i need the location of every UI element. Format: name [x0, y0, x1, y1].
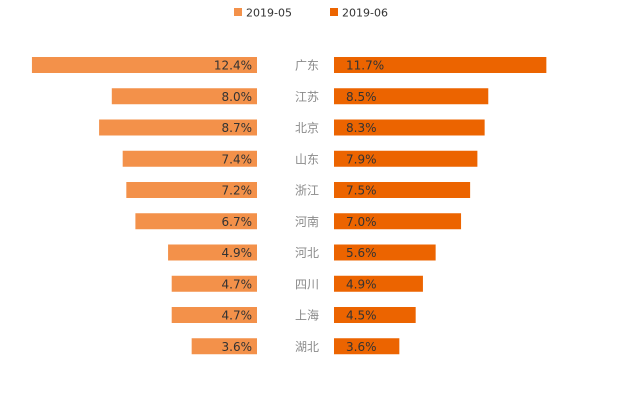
bar-2019-06-河北[interactable]	[334, 244, 436, 261]
value-label-2019-05-北京: 8.7%	[222, 121, 253, 135]
bar-2019-05-江苏[interactable]	[111, 88, 257, 105]
legend-swatch-2019-05[interactable]	[234, 8, 242, 16]
bar-2019-05-湖北[interactable]	[191, 338, 257, 355]
category-label-北京: 北京	[295, 121, 319, 135]
category-label-上海: 上海	[295, 308, 319, 323]
value-label-2019-05-上海: 4.7%	[222, 309, 253, 323]
legend-swatch-2019-06[interactable]	[330, 8, 338, 16]
bar-2019-05-北京[interactable]	[99, 119, 257, 136]
legend-label-2019-05[interactable]: 2019-05	[246, 7, 292, 20]
bar-2019-06-河南[interactable]	[334, 213, 462, 230]
bar-2019-06-湖北[interactable]	[334, 338, 400, 355]
value-label-2019-05-浙江: 7.2%	[222, 184, 253, 198]
bar-2019-05-河南[interactable]	[135, 213, 257, 230]
category-label-山东: 山东	[295, 152, 319, 166]
value-label-2019-06-河南: 7.0%	[346, 215, 377, 229]
bar-2019-06-江苏[interactable]	[334, 88, 489, 105]
value-label-2019-06-上海: 4.5%	[346, 309, 377, 323]
bar-2019-05-河北[interactable]	[168, 244, 257, 261]
bar-2019-06-广东[interactable]	[334, 57, 547, 73]
category-label-浙江: 浙江	[295, 184, 319, 198]
bar-2019-05-四川[interactable]	[171, 275, 257, 292]
bar-2019-05-上海[interactable]	[171, 307, 257, 323]
value-label-2019-05-河北: 4.9%	[222, 246, 253, 260]
bar-2019-05-浙江[interactable]	[126, 182, 257, 198]
value-label-2019-06-浙江: 7.5%	[346, 184, 377, 198]
value-label-2019-06-河北: 5.6%	[346, 246, 377, 260]
bar-2019-05-山东[interactable]	[122, 150, 257, 167]
value-label-2019-05-四川: 4.7%	[222, 277, 253, 291]
value-label-2019-06-广东: 11.7%	[346, 59, 384, 73]
value-label-2019-06-四川: 4.9%	[346, 277, 377, 291]
legend-label-2019-06[interactable]: 2019-06	[342, 7, 388, 20]
bar-2019-06-北京[interactable]	[334, 119, 485, 136]
value-label-2019-06-山东: 7.9%	[346, 152, 377, 166]
category-label-河北: 河北	[295, 246, 319, 260]
bars-group	[31, 57, 547, 355]
legend: 2019-05 2019-06	[234, 7, 388, 20]
category-label-江苏: 江苏	[295, 90, 319, 104]
value-label-2019-06-江苏: 8.5%	[346, 90, 377, 104]
value-label-2019-05-河南: 6.7%	[222, 215, 253, 229]
category-label-广东: 广东	[295, 59, 319, 73]
bar-2019-05-广东[interactable]	[31, 57, 257, 73]
value-label-2019-05-江苏: 8.0%	[222, 90, 253, 104]
value-label-2019-05-山东: 7.4%	[222, 152, 253, 166]
labels-group: 12.4% 11.7% 广东 8.0% 8.5% 江苏 8.7% 8.3% 北京 7.4% 7.9%…	[214, 59, 384, 354]
bar-2019-06-浙江[interactable]	[334, 182, 471, 198]
value-label-2019-06-北京: 8.3%	[346, 121, 377, 135]
category-label-河南: 河南	[295, 214, 319, 229]
value-label-2019-06-湖北: 3.6%	[346, 340, 377, 354]
category-label-湖北: 湖北	[295, 339, 319, 354]
category-label-四川: 四川	[295, 277, 319, 291]
bar-2019-06-四川[interactable]	[334, 275, 423, 292]
value-label-2019-05-湖北: 3.6%	[222, 340, 253, 354]
value-label-2019-05-广东: 12.4%	[214, 59, 252, 73]
bar-2019-06-上海[interactable]	[334, 307, 416, 323]
bar-2019-06-山东[interactable]	[334, 150, 478, 167]
